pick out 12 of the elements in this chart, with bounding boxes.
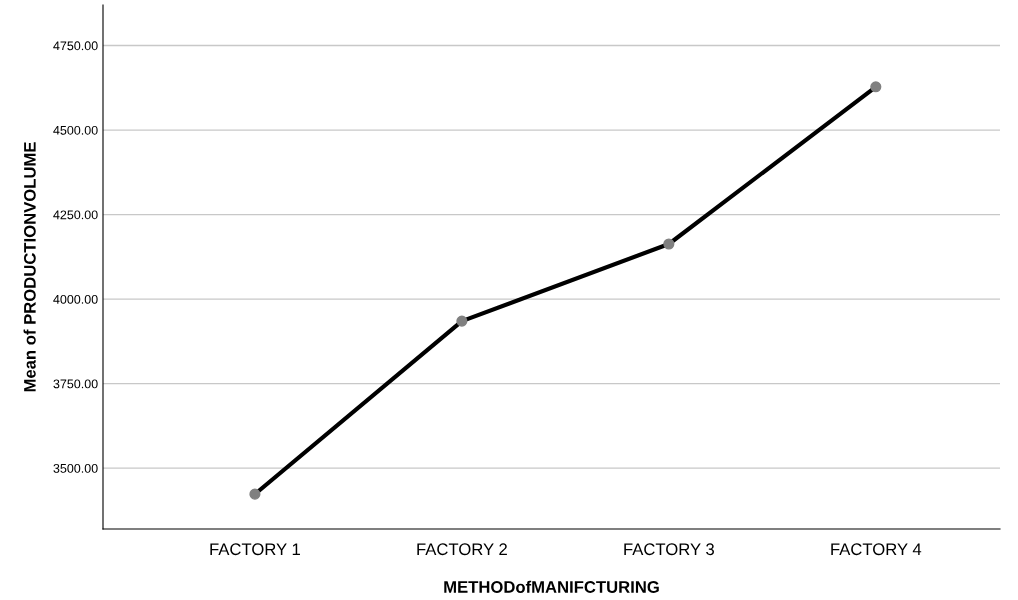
y-tick-label: 3750.00 [53, 379, 98, 389]
y-tick-label: 3500.00 [53, 463, 98, 473]
y-tick-label: 4000.00 [53, 294, 98, 304]
y-tick-label: 4250.00 [53, 210, 98, 220]
y-tick-label: 4750.00 [53, 41, 98, 51]
x-tick-label: FACTORY 1 [210, 543, 300, 556]
x-tick-label: FACTORY 3 [624, 543, 714, 556]
x-tick-label: FACTORY 2 [417, 543, 507, 556]
x-axis-title: METHODofMANIFCTURING [444, 580, 659, 593]
y-tick-label: 4500.00 [53, 125, 98, 135]
x-tick-label: FACTORY 4 [831, 543, 922, 556]
y-axis-title: Mean of PRODUCTIONVOLUME [23, 142, 36, 392]
